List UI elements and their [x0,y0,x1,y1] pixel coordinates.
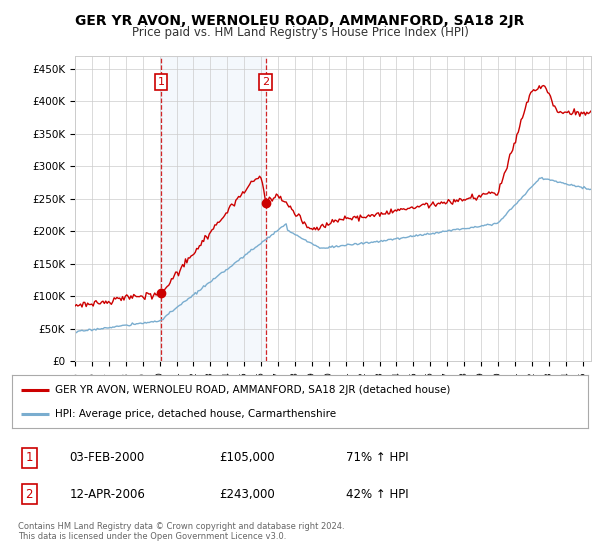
Text: GER YR AVON, WERNOLEU ROAD, AMMANFORD, SA18 2JR (detached house): GER YR AVON, WERNOLEU ROAD, AMMANFORD, S… [55,385,451,395]
Text: Price paid vs. HM Land Registry's House Price Index (HPI): Price paid vs. HM Land Registry's House … [131,26,469,39]
Text: HPI: Average price, detached house, Carmarthenshire: HPI: Average price, detached house, Carm… [55,409,337,419]
Text: 2: 2 [262,77,269,87]
Text: 71% ↑ HPI: 71% ↑ HPI [346,451,409,464]
Text: 1: 1 [158,77,164,87]
Text: 42% ↑ HPI: 42% ↑ HPI [346,488,409,501]
Text: £105,000: £105,000 [220,451,275,464]
Bar [161,56,266,361]
Text: £243,000: £243,000 [220,488,275,501]
Text: 12-APR-2006: 12-APR-2006 [70,488,145,501]
Text: 1: 1 [26,451,33,464]
Text: 03-FEB-2000: 03-FEB-2000 [70,451,145,464]
Text: GER YR AVON, WERNOLEU ROAD, AMMANFORD, SA18 2JR: GER YR AVON, WERNOLEU ROAD, AMMANFORD, S… [76,14,524,28]
Text: Contains HM Land Registry data © Crown copyright and database right 2024.
This d: Contains HM Land Registry data © Crown c… [18,522,344,542]
Text: 2: 2 [26,488,33,501]
